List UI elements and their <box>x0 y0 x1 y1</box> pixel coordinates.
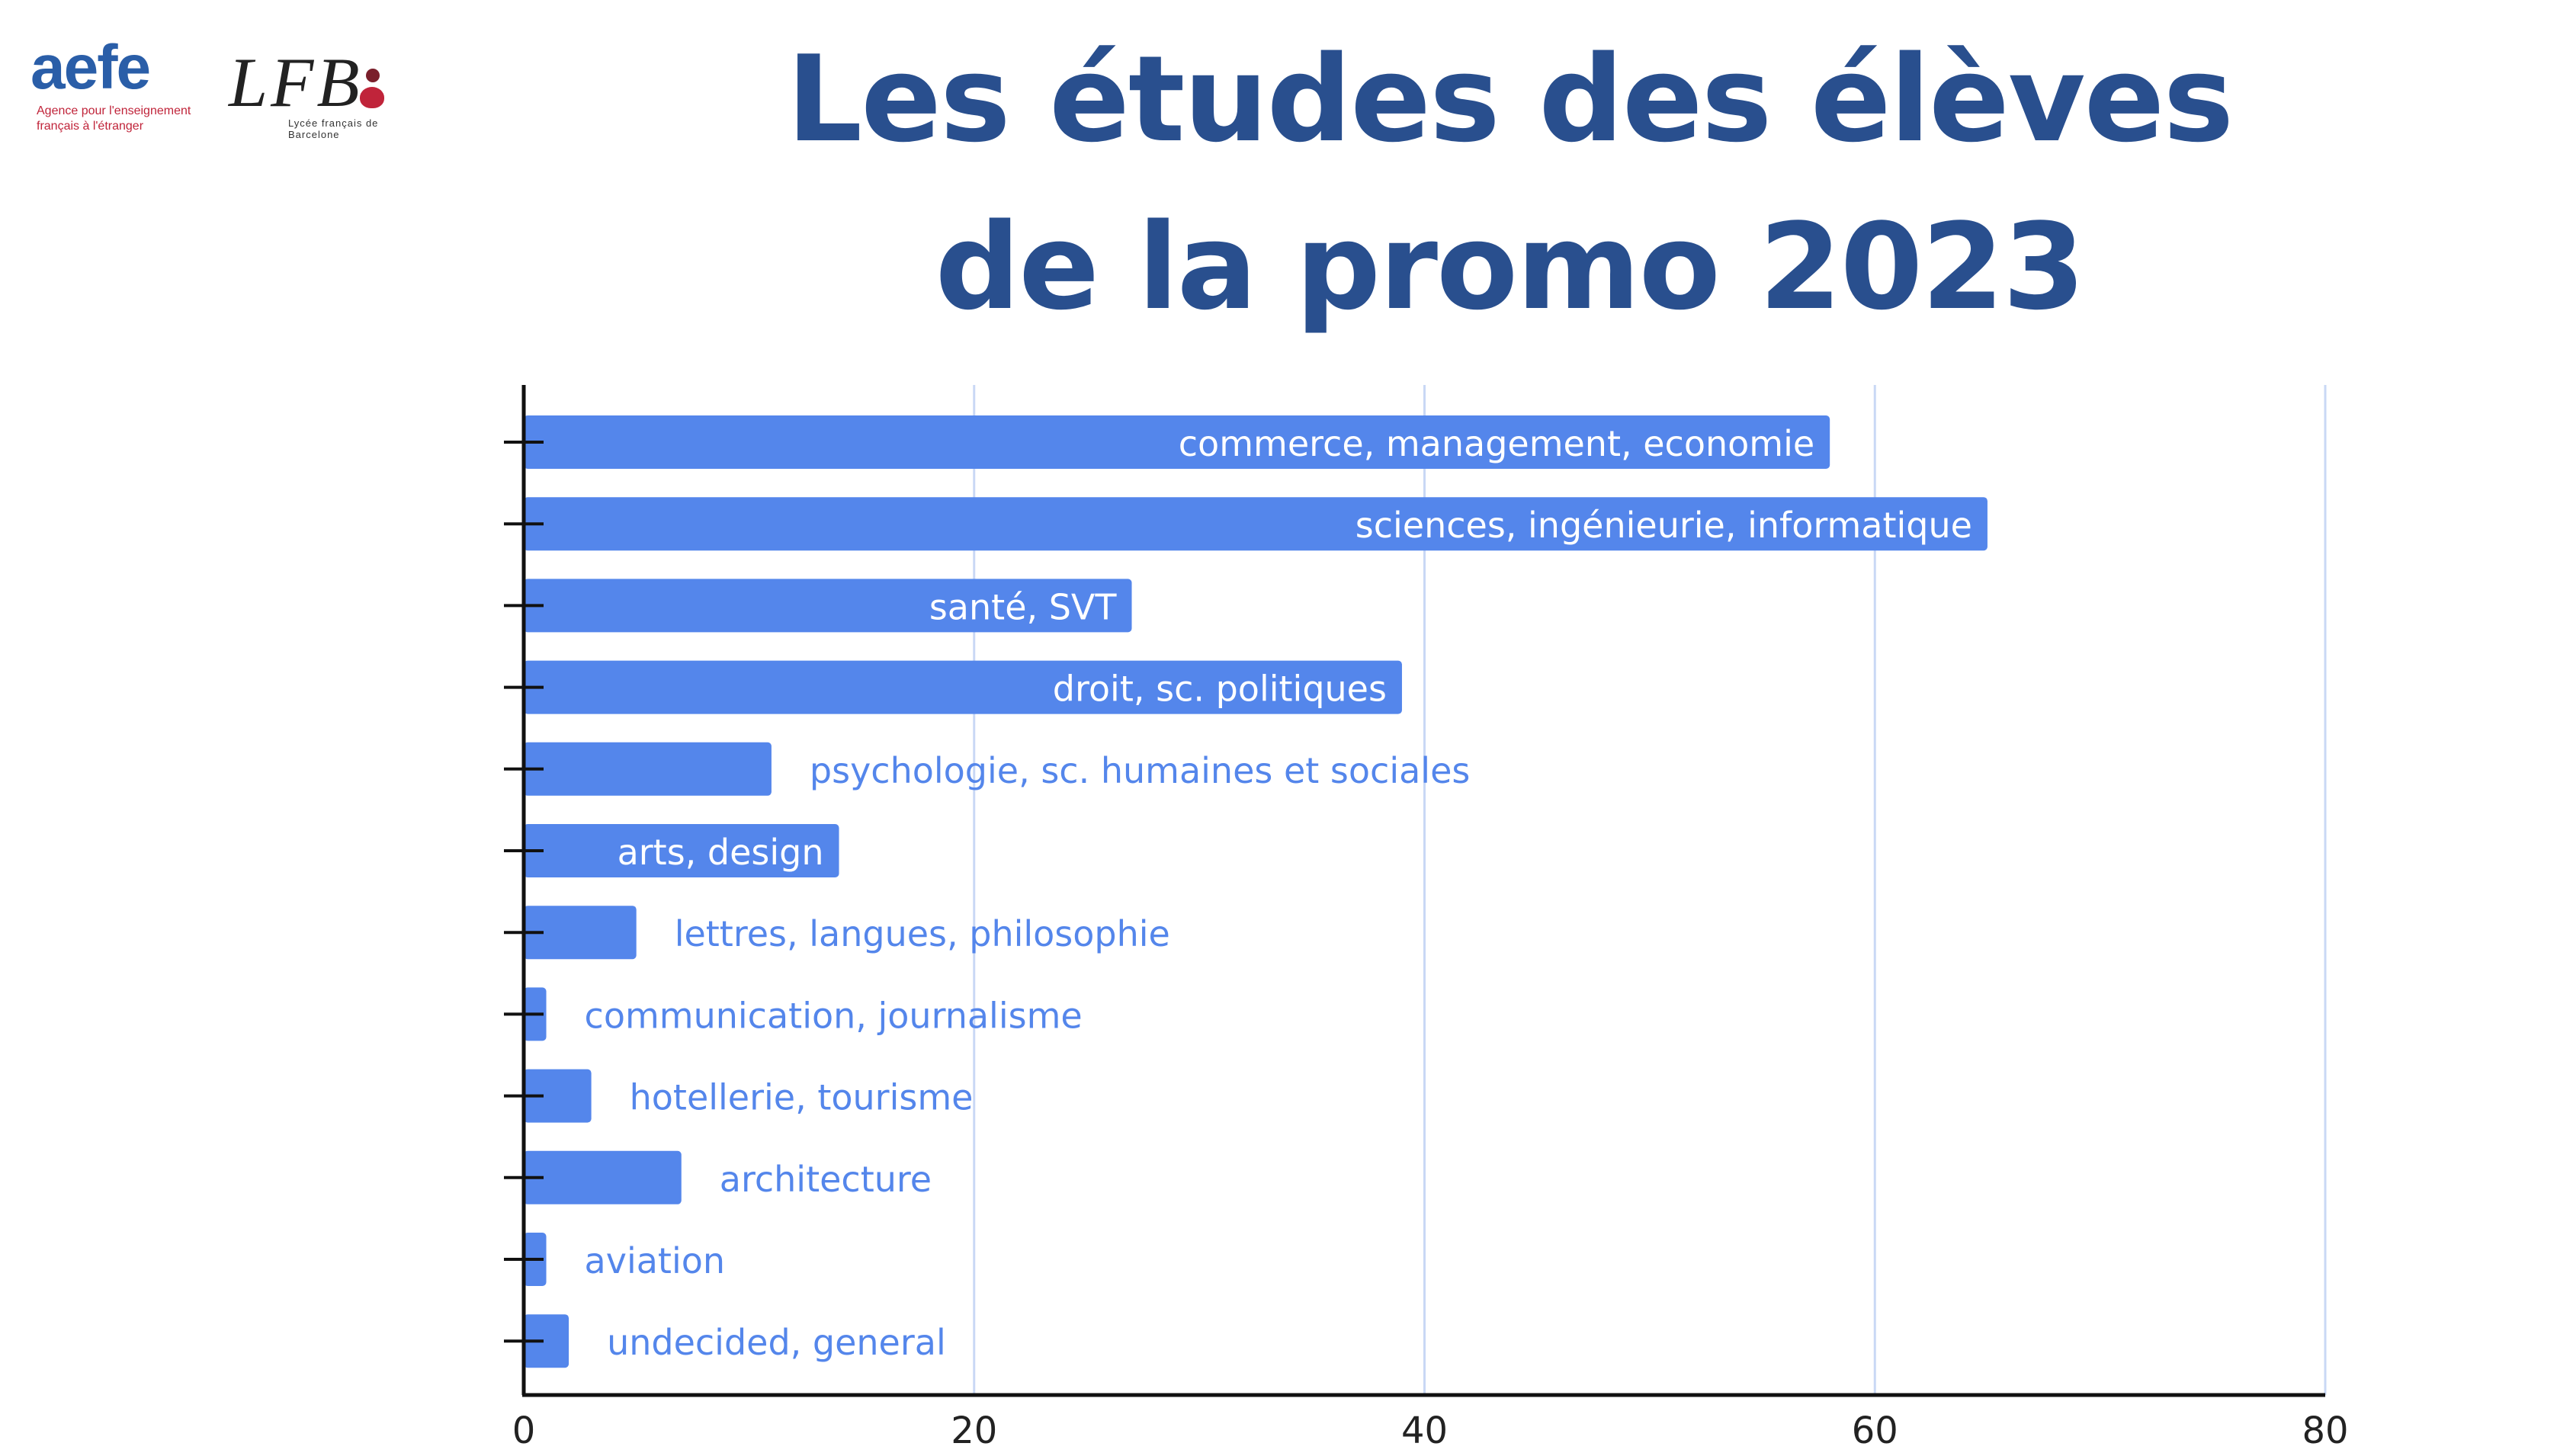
bar-label: lettres, langues, philosophie <box>675 913 1170 954</box>
lfb-logo-word: LFB <box>229 43 363 121</box>
bar-label: aviation <box>585 1240 726 1281</box>
bar-label: hotellerie, tourisme <box>630 1077 974 1118</box>
bar <box>524 1069 592 1123</box>
lfb-logo-figure-icon <box>360 87 384 108</box>
bar <box>524 824 839 877</box>
aefe-logo-word: aefe <box>30 33 151 102</box>
x-tick-label: 60 <box>1852 1409 1898 1452</box>
bar <box>524 1314 569 1368</box>
bar-label: droit, sc. politiques <box>1053 669 1387 710</box>
page-title-line-1: Les études des élèves <box>786 30 2235 168</box>
x-tick-label: 20 <box>951 1409 997 1452</box>
bar <box>524 415 1830 469</box>
bar-label: sciences, ingénieurie, informatique <box>1355 505 1972 546</box>
page-title-line-2: de la promo 2023 <box>935 197 2086 336</box>
lfb-logo: LFB Lycée français de Barcelone <box>229 47 389 154</box>
bar-label: communication, journalisme <box>585 995 1083 1036</box>
lfb-logo-dot-icon <box>366 69 380 82</box>
bar-label: psychologie, sc. humaines et sociales <box>810 750 1470 791</box>
x-tick-label: 40 <box>1401 1409 1448 1452</box>
bar-label: architecture <box>720 1159 932 1200</box>
x-tick-label: 80 <box>2302 1409 2348 1452</box>
bar <box>524 906 637 960</box>
bar-label: arts, design <box>618 832 824 873</box>
bar <box>524 497 1988 551</box>
aefe-logo-tagline: Agence pour l'enseignement français à l'… <box>37 104 191 133</box>
bar-label: santé, SVT <box>929 586 1118 627</box>
lfb-logo-subtitle: Lycée français de Barcelone <box>288 117 379 140</box>
bar <box>524 1150 682 1204</box>
bar <box>524 742 772 796</box>
page-title: Les études des élèves de la promo 2023 <box>762 15 2257 351</box>
x-tick-label: 0 <box>512 1409 536 1452</box>
bar-label: undecided, general <box>607 1322 946 1363</box>
bar <box>524 579 1132 633</box>
bar-label: commerce, management, economie <box>1179 423 1814 464</box>
bar <box>524 660 1402 714</box>
aefe-logo: aefe Agence pour l'enseignement français… <box>30 37 221 159</box>
